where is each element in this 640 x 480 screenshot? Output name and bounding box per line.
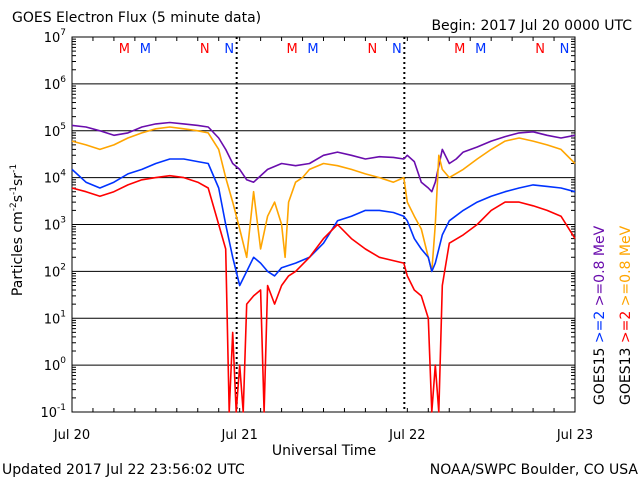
x-axis-label: Universal Time [272, 443, 376, 459]
legend: GOES15 >=2 >=0.8 MeV GOES13 >=2 >=0.8 MeV [592, 225, 634, 405]
series-line [71, 158, 576, 287]
y-tick-label: 106 [44, 75, 67, 93]
marker-label: M [475, 42, 486, 57]
updated-timestamp: Updated 2017 Jul 22 23:56:02 UTC [2, 462, 245, 478]
x-tick-labels: Jul 20 Jul 21 Jul 22 Jul 23 [53, 428, 593, 443]
y-tick-label: 104 [44, 169, 67, 187]
y-tick-label: 102 [44, 262, 66, 280]
y-tick-label: 101 [44, 309, 66, 327]
y-tick-label: 10-1 [40, 403, 66, 421]
series-line [71, 126, 576, 273]
marker-label: M [307, 42, 318, 57]
y-tick-labels: 10-1 100 101 102 103 104 105 106 107 [40, 28, 66, 421]
marker-label: M [140, 42, 151, 57]
marker-label: N [224, 42, 234, 57]
x-tick-label: Jul 20 [53, 428, 90, 443]
day-boundary-lines [92, 37, 555, 412]
x-tick-label: Jul 21 [220, 428, 257, 443]
marker-label: N [392, 42, 402, 57]
y-tick-label: 107 [44, 28, 66, 46]
y-tick-label: 103 [44, 216, 66, 234]
series-group [71, 121, 576, 413]
begin-time-label: Begin: 2017 Jul 20 0000 UTC [431, 18, 632, 34]
source-credit: NOAA/SWPC Boulder, CO USA [430, 462, 639, 478]
grid-lines [72, 38, 575, 399]
marker-label: N [200, 42, 210, 57]
marker-label: N [368, 42, 378, 57]
marker-label: N [535, 42, 545, 57]
marker-label: M [454, 42, 465, 57]
y-tick-label: 100 [44, 356, 67, 374]
legend-entry: GOES15 >=2 >=0.8 MeV [592, 225, 608, 405]
chart-title: GOES Electron Flux (5 minute data) [12, 10, 261, 26]
marker-label: M [286, 42, 297, 57]
marker-label: M [119, 42, 130, 57]
x-tick-label: Jul 23 [556, 428, 593, 443]
y-axis-label: Particles cm-2s-1sr-1 [9, 164, 26, 296]
x-tick-label: Jul 22 [388, 428, 425, 443]
y-tick-label: 105 [44, 122, 66, 140]
series-line [71, 121, 576, 193]
legend-entry: GOES13 >=2 >=0.8 MeV [618, 225, 634, 405]
series-line [71, 174, 576, 413]
marker-label: N [560, 42, 570, 57]
